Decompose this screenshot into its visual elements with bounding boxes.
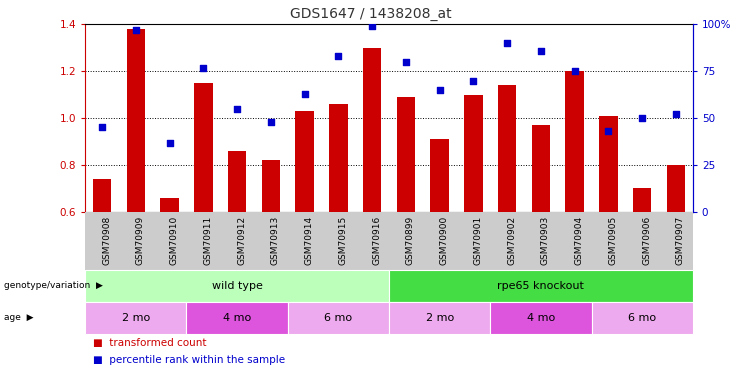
Text: GSM70906: GSM70906	[642, 216, 651, 265]
Point	[637, 115, 648, 121]
Text: GSM70902: GSM70902	[507, 216, 516, 265]
Point	[569, 68, 581, 74]
Point	[231, 106, 243, 112]
Text: 2 mo: 2 mo	[425, 313, 453, 323]
Text: GSM70915: GSM70915	[339, 216, 348, 265]
Bar	[363, 48, 382, 212]
Point	[197, 64, 209, 70]
Bar	[498, 86, 516, 212]
Text: genotype/variation  ▶: genotype/variation ▶	[4, 281, 102, 290]
Text: 4 mo: 4 mo	[223, 313, 251, 323]
Text: GSM70913: GSM70913	[271, 216, 280, 265]
Text: GSM70899: GSM70899	[406, 216, 415, 265]
Text: wild type: wild type	[212, 281, 262, 291]
Point	[366, 23, 378, 29]
Point	[333, 53, 345, 59]
Text: 4 mo: 4 mo	[527, 313, 555, 323]
Bar	[464, 94, 482, 212]
Text: GSM70911: GSM70911	[203, 216, 213, 265]
Point	[433, 87, 445, 93]
Point	[501, 40, 513, 46]
Text: GSM70916: GSM70916	[372, 216, 381, 265]
Text: GSM70908: GSM70908	[102, 216, 111, 265]
Bar	[599, 116, 618, 212]
Text: GSM70905: GSM70905	[608, 216, 617, 265]
Bar	[160, 198, 179, 212]
Bar	[431, 139, 449, 212]
Text: GSM70907: GSM70907	[676, 216, 685, 265]
Text: GSM70909: GSM70909	[136, 216, 144, 265]
Bar	[565, 71, 584, 212]
Text: GSM70901: GSM70901	[473, 216, 482, 265]
Text: GSM70904: GSM70904	[575, 216, 584, 265]
Point	[164, 140, 176, 146]
Text: 6 mo: 6 mo	[628, 313, 657, 323]
Text: ■  transformed count: ■ transformed count	[93, 338, 206, 348]
Bar	[396, 97, 415, 212]
Text: 6 mo: 6 mo	[325, 313, 353, 323]
Text: 2 mo: 2 mo	[122, 313, 150, 323]
Point	[265, 119, 277, 125]
Bar	[93, 179, 111, 212]
Point	[670, 111, 682, 117]
Point	[535, 48, 547, 54]
Point	[130, 27, 142, 33]
Bar	[296, 111, 314, 212]
Text: GSM70900: GSM70900	[439, 216, 448, 265]
Point	[96, 124, 108, 130]
Text: GSM70912: GSM70912	[237, 216, 246, 265]
Bar	[227, 151, 247, 212]
Point	[400, 59, 412, 65]
Bar	[127, 29, 145, 212]
Text: GSM70914: GSM70914	[305, 216, 313, 265]
Bar	[667, 165, 685, 212]
Text: GDS1647 / 1438208_at: GDS1647 / 1438208_at	[290, 7, 451, 21]
Bar	[262, 160, 280, 212]
Text: age  ▶: age ▶	[4, 314, 33, 322]
Text: GSM70910: GSM70910	[170, 216, 179, 265]
Bar	[633, 188, 651, 212]
Bar	[194, 83, 213, 212]
Point	[602, 128, 614, 134]
Bar	[329, 104, 348, 212]
Text: rpe65 knockout: rpe65 knockout	[497, 281, 585, 291]
Point	[299, 91, 310, 97]
Text: GSM70903: GSM70903	[541, 216, 550, 265]
Text: ■  percentile rank within the sample: ■ percentile rank within the sample	[93, 355, 285, 365]
Bar	[531, 125, 551, 212]
Point	[468, 78, 479, 84]
